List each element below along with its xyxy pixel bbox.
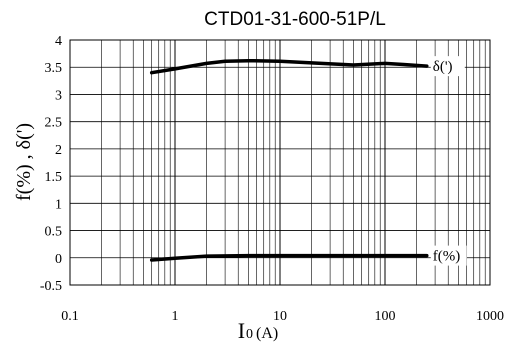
series-label: δ(')	[433, 59, 453, 75]
series-lines	[149, 58, 429, 262]
series-labels: δ(') f(%)	[430, 56, 467, 266]
x-tick-label: 1000	[476, 309, 504, 324]
series-label-bg	[430, 245, 467, 266]
series-label-bg	[430, 56, 465, 77]
series-label: f(%)	[433, 249, 460, 265]
y-tick-label: 1	[55, 197, 62, 212]
x-axis-label-sub: 0	[246, 327, 253, 342]
y-tick-label: 2	[55, 143, 62, 158]
series-line-f	[149, 253, 429, 262]
y-tick-label: 3	[55, 88, 62, 103]
y-tick-label: 2.5	[45, 116, 63, 131]
y-tick-label: 0	[55, 252, 62, 267]
y-tick-label: 0.5	[45, 225, 63, 240]
x-axis-label-unit: (A)	[256, 325, 278, 342]
x-axis-label: I0 (A)	[238, 318, 279, 343]
x-tick-label: 1	[172, 309, 179, 324]
x-tick-label: 0.1	[61, 309, 79, 324]
chart-title: CTD01-31-600-51P/L	[204, 9, 386, 30]
series-line-delta	[149, 58, 429, 75]
y-tick-label: -0.5	[40, 279, 62, 294]
x-tick-label: 10	[273, 309, 287, 324]
x-tick-label: 100	[375, 309, 396, 324]
x-tick-labels: 0.1 1 10 100 1000	[61, 309, 504, 324]
y-axis-label: f(%) , δ(')	[13, 123, 35, 201]
y-tick-label: 1.5	[45, 170, 63, 185]
y-tick-label: 3.5	[45, 61, 63, 76]
x-axis-label-main: I	[238, 318, 245, 343]
plot-frame	[69, 39, 491, 286]
y-tick-label: 4	[55, 34, 62, 49]
y-tick-labels: -0.5 0 0.5 1 1.5 2 2.5 3 3.5 4	[40, 34, 62, 294]
grid	[70, 40, 490, 285]
